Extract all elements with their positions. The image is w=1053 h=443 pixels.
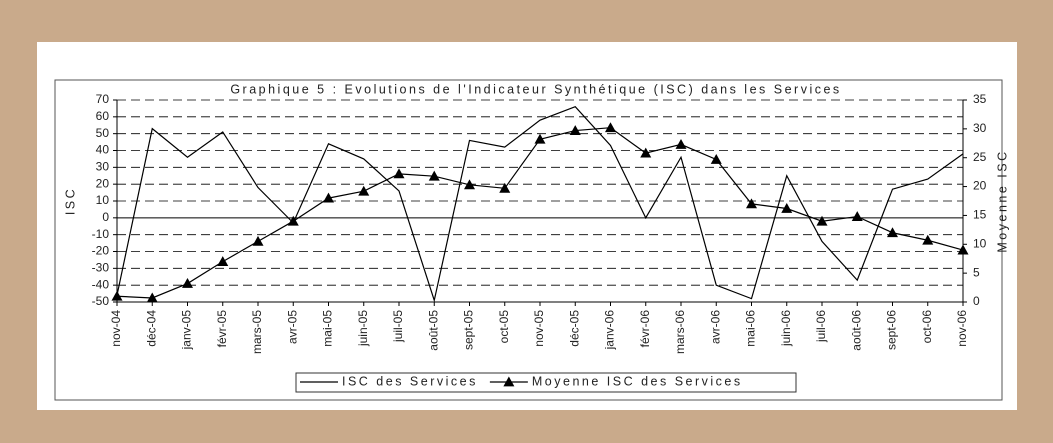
y-tick-label: 0 — [102, 210, 109, 224]
marker — [111, 290, 123, 301]
legend-marker — [503, 376, 515, 387]
series-line — [116, 106, 964, 303]
x-tick-label: janv-06 — [603, 310, 617, 351]
marker — [746, 198, 757, 209]
panel — [37, 42, 1017, 410]
legend-label: ISC des Services — [342, 374, 478, 388]
x-tick-label: août-06 — [849, 310, 863, 351]
y-tick-label: 50 — [96, 126, 110, 140]
x-tick-label: sept-06 — [885, 310, 899, 350]
chart-title: Graphique 5 : Evolutions de l'Indicateur… — [230, 82, 841, 96]
x-tick-label: nov-04 — [109, 310, 123, 347]
marker — [675, 138, 687, 149]
marker — [605, 122, 616, 133]
marker — [217, 256, 229, 266]
marker — [252, 235, 264, 246]
marker — [816, 215, 828, 226]
x-tick-label: oct-05 — [497, 310, 511, 344]
x-tick-label: mai-05 — [321, 310, 335, 347]
marker — [922, 234, 934, 245]
x-tick-label: févr-05 — [215, 310, 229, 348]
x-tick-label: juin-05 — [356, 310, 370, 347]
y-tick-label: -50 — [92, 294, 110, 308]
x-tick-label: mai-06 — [744, 310, 758, 347]
y-tick-label: 10 — [96, 193, 110, 207]
marker — [464, 179, 475, 190]
marker — [499, 182, 511, 193]
x-tick-label: nov-06 — [955, 310, 969, 347]
y-tick-label: 40 — [96, 143, 110, 157]
marker — [146, 292, 158, 303]
marker — [323, 192, 334, 203]
y2-tick-label: 0 — [973, 294, 980, 308]
chart-frame — [54, 79, 1003, 401]
marker — [851, 211, 863, 221]
y-tick-label: 60 — [96, 109, 110, 123]
x-tick-label: mars-05 — [250, 310, 264, 354]
y-axis-label: ISC — [63, 187, 77, 215]
y2-tick-label: 15 — [973, 208, 987, 222]
x-tick-label: juil-06 — [814, 310, 828, 343]
legend-label: Moyenne ISC des Services — [532, 374, 743, 388]
x-tick-label: sept-05 — [462, 310, 476, 350]
x-tick-label: oct-06 — [920, 310, 934, 344]
x-tick-label: déc-04 — [144, 310, 158, 347]
marker — [957, 244, 969, 255]
x-tick-label: avr-06 — [708, 310, 722, 344]
y-tick-label: 20 — [96, 176, 110, 190]
x-tick-label: nov-05 — [532, 310, 546, 347]
marker — [182, 278, 193, 288]
y2-tick-label: 20 — [973, 179, 987, 193]
x-tick-label: févr-06 — [638, 310, 652, 348]
x-tick-label: juin-06 — [779, 310, 793, 347]
marker — [887, 227, 898, 238]
y-tick-label: -40 — [92, 277, 110, 291]
y-tick-label: 70 — [96, 92, 110, 106]
x-tick-label: juil-05 — [391, 310, 405, 343]
x-tick-label: mars-06 — [673, 310, 687, 354]
y2-axis-label: Moyenne ISC — [995, 149, 1009, 252]
y2-tick-label: 30 — [973, 121, 987, 135]
marker — [428, 170, 440, 181]
x-tick-label: janv-05 — [180, 310, 194, 351]
y-tick-label: -30 — [92, 261, 110, 275]
legend — [295, 372, 797, 393]
y-tick-label: -20 — [92, 244, 110, 258]
marker — [393, 168, 405, 179]
marker — [358, 185, 370, 196]
y2-tick-label: 35 — [973, 92, 987, 106]
marker — [287, 215, 299, 226]
marker — [640, 147, 652, 158]
x-tick-label: avr-05 — [285, 310, 299, 344]
marker — [534, 133, 546, 144]
x-tick-label: déc-05 — [567, 310, 581, 347]
marker — [569, 125, 581, 135]
marker — [710, 153, 722, 164]
y2-tick-label: 5 — [973, 265, 980, 279]
y2-tick-label: 10 — [973, 236, 987, 250]
y-tick-label: 30 — [96, 160, 110, 174]
y2-tick-label: 25 — [973, 150, 987, 164]
marker — [781, 203, 793, 213]
x-tick-label: août-05 — [426, 310, 440, 351]
y-tick-label: -10 — [92, 227, 110, 241]
